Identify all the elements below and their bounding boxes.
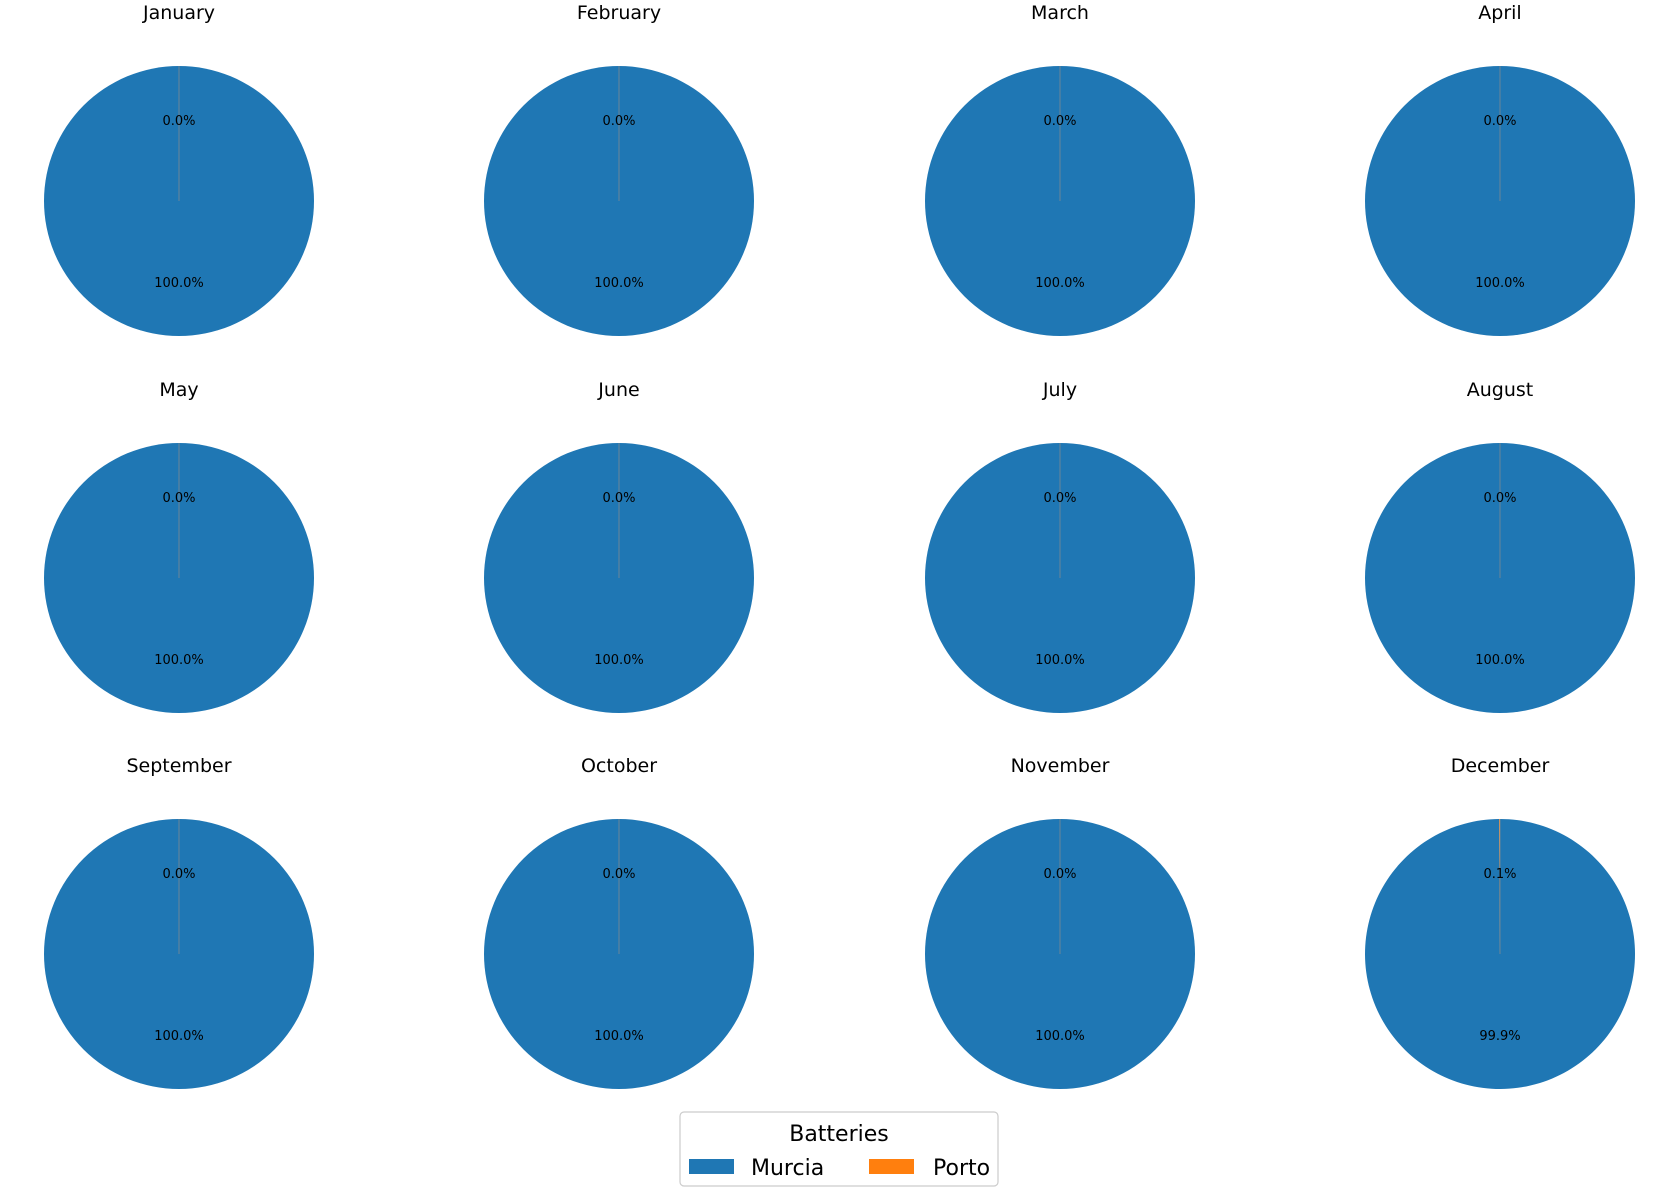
- pct-label-june-murcia: 100.0%: [594, 653, 644, 668]
- pie-title-march: March: [1031, 2, 1089, 24]
- pct-label-august-murcia: 100.0%: [1475, 653, 1525, 668]
- pie-title-december: December: [1451, 755, 1550, 777]
- pie-title-august: August: [1467, 379, 1534, 401]
- pct-label-october-porto: 0.0%: [602, 867, 635, 882]
- pct-label-january-murcia: 100.0%: [154, 276, 204, 291]
- legend-label-murcia: Murcia: [751, 1156, 824, 1181]
- pie-title-june: June: [597, 379, 639, 401]
- pie-title-july: July: [1042, 379, 1077, 401]
- pie-title-october: October: [581, 755, 657, 777]
- pie-title-may: May: [159, 379, 198, 401]
- pct-label-march-murcia: 100.0%: [1035, 276, 1085, 291]
- legend: Batteries Murcia Porto: [679, 1111, 999, 1187]
- pct-label-august-porto: 0.0%: [1483, 491, 1516, 506]
- pie-title-april: April: [1478, 2, 1521, 24]
- legend-swatch-murcia: [689, 1159, 734, 1174]
- pie-title-november: November: [1011, 755, 1110, 777]
- pie-title-february: February: [577, 2, 661, 24]
- pie-title-january: January: [142, 2, 215, 24]
- legend-label-porto: Porto: [933, 1156, 990, 1181]
- pct-label-july-porto: 0.0%: [1043, 491, 1076, 506]
- pct-label-september-porto: 0.0%: [162, 867, 195, 882]
- pct-label-october-murcia: 100.0%: [594, 1029, 644, 1044]
- pct-label-july-murcia: 100.0%: [1035, 653, 1085, 668]
- pct-label-january-porto: 0.0%: [162, 114, 195, 129]
- legend-box: [679, 1111, 999, 1187]
- pct-label-april-murcia: 100.0%: [1475, 276, 1525, 291]
- legend-title: Batteries: [789, 1122, 889, 1147]
- pie-title-september: September: [126, 755, 231, 777]
- pct-label-march-porto: 0.0%: [1043, 114, 1076, 129]
- pct-label-april-porto: 0.0%: [1483, 114, 1516, 129]
- pct-label-may-murcia: 100.0%: [154, 653, 204, 668]
- pct-label-november-murcia: 100.0%: [1035, 1029, 1085, 1044]
- pct-label-december-porto: 0.1%: [1483, 867, 1516, 882]
- pct-label-december-murcia: 99.9%: [1479, 1029, 1520, 1044]
- pct-label-june-porto: 0.0%: [602, 491, 635, 506]
- pct-label-november-porto: 0.0%: [1043, 867, 1076, 882]
- pie-grid: January 100.0% 0.0% February 100.0% 0.0% March…: [44, 2, 1636, 1089]
- pct-label-february-porto: 0.0%: [602, 114, 635, 129]
- legend-swatch-porto: [869, 1159, 914, 1174]
- pct-label-may-porto: 0.0%: [162, 491, 195, 506]
- pct-label-september-murcia: 100.0%: [154, 1029, 204, 1044]
- pct-label-february-murcia: 100.0%: [594, 276, 644, 291]
